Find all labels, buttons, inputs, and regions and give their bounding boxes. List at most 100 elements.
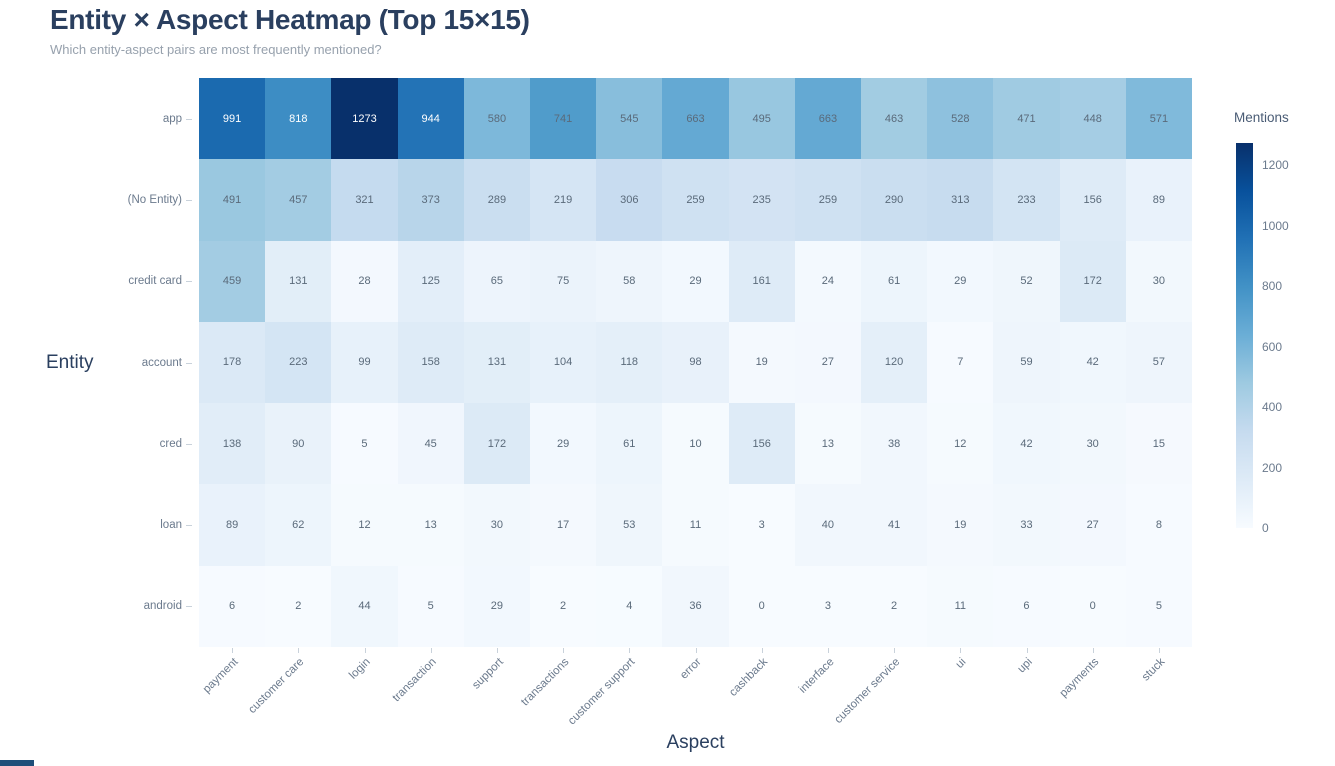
heatmap-cell[interactable]: 59 bbox=[993, 321, 1060, 404]
heatmap-cell[interactable]: 219 bbox=[529, 159, 597, 241]
heatmap-cell[interactable]: 89 bbox=[199, 484, 266, 566]
heatmap-cell[interactable]: 28 bbox=[331, 240, 398, 322]
heatmap-cell[interactable]: 98 bbox=[662, 321, 729, 404]
heatmap-cell[interactable]: 36 bbox=[662, 565, 729, 647]
heatmap-cell[interactable]: 7 bbox=[927, 321, 994, 404]
heatmap-cell[interactable]: 156 bbox=[728, 403, 795, 485]
heatmap-cell[interactable]: 65 bbox=[463, 240, 530, 322]
heatmap-cell[interactable]: 27 bbox=[1059, 484, 1126, 566]
heatmap-cell[interactable]: 104 bbox=[529, 321, 597, 404]
heatmap-cell[interactable]: 156 bbox=[1059, 159, 1126, 241]
heatmap-cell[interactable]: 158 bbox=[397, 321, 464, 404]
heatmap-cell[interactable]: 11 bbox=[927, 565, 994, 647]
heatmap-cell[interactable]: 12 bbox=[331, 484, 398, 566]
heatmap-cell[interactable]: 41 bbox=[860, 484, 928, 566]
heatmap-cell[interactable]: 233 bbox=[993, 159, 1060, 241]
heatmap-cell[interactable]: 259 bbox=[794, 159, 861, 241]
heatmap-cell[interactable]: 30 bbox=[1125, 240, 1192, 322]
heatmap-cell[interactable]: 235 bbox=[728, 159, 795, 241]
heatmap-cell[interactable]: 6 bbox=[199, 565, 266, 647]
heatmap-cell[interactable]: 42 bbox=[1059, 321, 1126, 404]
heatmap-cell[interactable]: 24 bbox=[794, 240, 861, 322]
heatmap-cell[interactable]: 6 bbox=[993, 565, 1060, 647]
heatmap-cell[interactable]: 40 bbox=[794, 484, 861, 566]
heatmap-cell[interactable]: 12 bbox=[927, 403, 994, 485]
heatmap-cell[interactable]: 1273 bbox=[331, 78, 398, 160]
heatmap-cell[interactable]: 42 bbox=[993, 403, 1060, 485]
heatmap-cell[interactable]: 75 bbox=[529, 240, 597, 322]
heatmap-cell[interactable]: 944 bbox=[397, 78, 464, 160]
heatmap-cell[interactable]: 528 bbox=[927, 78, 994, 160]
heatmap-cell[interactable]: 17 bbox=[529, 484, 597, 566]
heatmap-cell[interactable]: 29 bbox=[463, 565, 530, 647]
heatmap-cell[interactable]: 45 bbox=[397, 403, 464, 485]
heatmap-cell[interactable]: 5 bbox=[331, 403, 398, 485]
heatmap-cell[interactable]: 2 bbox=[860, 565, 928, 647]
heatmap-cell[interactable]: 991 bbox=[199, 78, 266, 160]
heatmap-plot-area[interactable]: 991 818 1273 944 580 741 545 663 495 663 463 528 471… bbox=[199, 78, 1192, 647]
heatmap-cell[interactable]: 3 bbox=[728, 484, 795, 566]
heatmap-cell[interactable]: 138 bbox=[199, 403, 266, 485]
heatmap-cell[interactable]: 178 bbox=[199, 321, 266, 404]
heatmap-cell[interactable]: 373 bbox=[397, 159, 464, 241]
heatmap-cell[interactable]: 52 bbox=[993, 240, 1060, 322]
heatmap-cell[interactable]: 13 bbox=[794, 403, 861, 485]
heatmap-cell[interactable]: 2 bbox=[265, 565, 332, 647]
heatmap-cell[interactable]: 8 bbox=[1125, 484, 1192, 566]
heatmap-cell[interactable]: 30 bbox=[463, 484, 530, 566]
heatmap-cell[interactable]: 99 bbox=[331, 321, 398, 404]
heatmap-cell[interactable]: 11 bbox=[662, 484, 729, 566]
heatmap-cell[interactable]: 44 bbox=[331, 565, 398, 647]
heatmap-cell[interactable]: 223 bbox=[265, 321, 332, 404]
heatmap-cell[interactable]: 29 bbox=[662, 240, 729, 322]
heatmap-cell[interactable]: 0 bbox=[1059, 565, 1126, 647]
heatmap-cell[interactable]: 448 bbox=[1059, 78, 1126, 160]
heatmap-cell[interactable]: 306 bbox=[596, 159, 663, 241]
heatmap-cell[interactable]: 27 bbox=[794, 321, 861, 404]
heatmap-cell[interactable]: 289 bbox=[463, 159, 530, 241]
heatmap-cell[interactable]: 30 bbox=[1059, 403, 1126, 485]
heatmap-cell[interactable]: 62 bbox=[265, 484, 332, 566]
heatmap-cell[interactable]: 118 bbox=[596, 321, 663, 404]
heatmap-cell[interactable]: 663 bbox=[662, 78, 729, 160]
heatmap-cell[interactable]: 259 bbox=[662, 159, 729, 241]
heatmap-cell[interactable]: 491 bbox=[199, 159, 266, 241]
heatmap-cell[interactable]: 0 bbox=[728, 565, 795, 647]
heatmap-cell[interactable]: 57 bbox=[1125, 321, 1192, 404]
heatmap-cell[interactable]: 90 bbox=[265, 403, 332, 485]
heatmap-cell[interactable]: 15 bbox=[1125, 403, 1192, 485]
heatmap-cell[interactable]: 125 bbox=[397, 240, 464, 322]
heatmap-cell[interactable]: 459 bbox=[199, 240, 266, 322]
heatmap-cell[interactable]: 33 bbox=[993, 484, 1060, 566]
heatmap-cell[interactable]: 818 bbox=[265, 78, 332, 160]
heatmap-cell[interactable]: 10 bbox=[662, 403, 729, 485]
heatmap-cell[interactable]: 19 bbox=[927, 484, 994, 566]
heatmap-cell[interactable]: 545 bbox=[596, 78, 663, 160]
heatmap-cell[interactable]: 131 bbox=[265, 240, 332, 322]
heatmap-cell[interactable]: 495 bbox=[728, 78, 795, 160]
heatmap-cell[interactable]: 471 bbox=[993, 78, 1060, 160]
heatmap-cell[interactable]: 131 bbox=[463, 321, 530, 404]
heatmap-cell[interactable]: 580 bbox=[463, 78, 530, 160]
heatmap-cell[interactable]: 663 bbox=[794, 78, 861, 160]
heatmap-cell[interactable]: 313 bbox=[927, 159, 994, 241]
heatmap-cell[interactable]: 172 bbox=[463, 403, 530, 485]
heatmap-cell[interactable]: 19 bbox=[728, 321, 795, 404]
heatmap-cell[interactable]: 457 bbox=[265, 159, 332, 241]
heatmap-cell[interactable]: 161 bbox=[728, 240, 795, 322]
heatmap-cell[interactable]: 89 bbox=[1125, 159, 1192, 241]
heatmap-cell[interactable]: 29 bbox=[529, 403, 597, 485]
heatmap-cell[interactable]: 120 bbox=[860, 321, 928, 404]
heatmap-cell[interactable]: 2 bbox=[529, 565, 597, 647]
heatmap-cell[interactable]: 13 bbox=[397, 484, 464, 566]
heatmap-cell[interactable]: 61 bbox=[860, 240, 928, 322]
heatmap-cell[interactable]: 3 bbox=[794, 565, 861, 647]
heatmap-cell[interactable]: 5 bbox=[1125, 565, 1192, 647]
heatmap-cell[interactable]: 4 bbox=[596, 565, 663, 647]
heatmap-cell[interactable]: 58 bbox=[596, 240, 663, 322]
heatmap-cell[interactable]: 321 bbox=[331, 159, 398, 241]
heatmap-cell[interactable]: 463 bbox=[860, 78, 928, 160]
heatmap-cell[interactable]: 61 bbox=[596, 403, 663, 485]
heatmap-cell[interactable]: 172 bbox=[1059, 240, 1126, 322]
heatmap-cell[interactable]: 290 bbox=[860, 159, 928, 241]
